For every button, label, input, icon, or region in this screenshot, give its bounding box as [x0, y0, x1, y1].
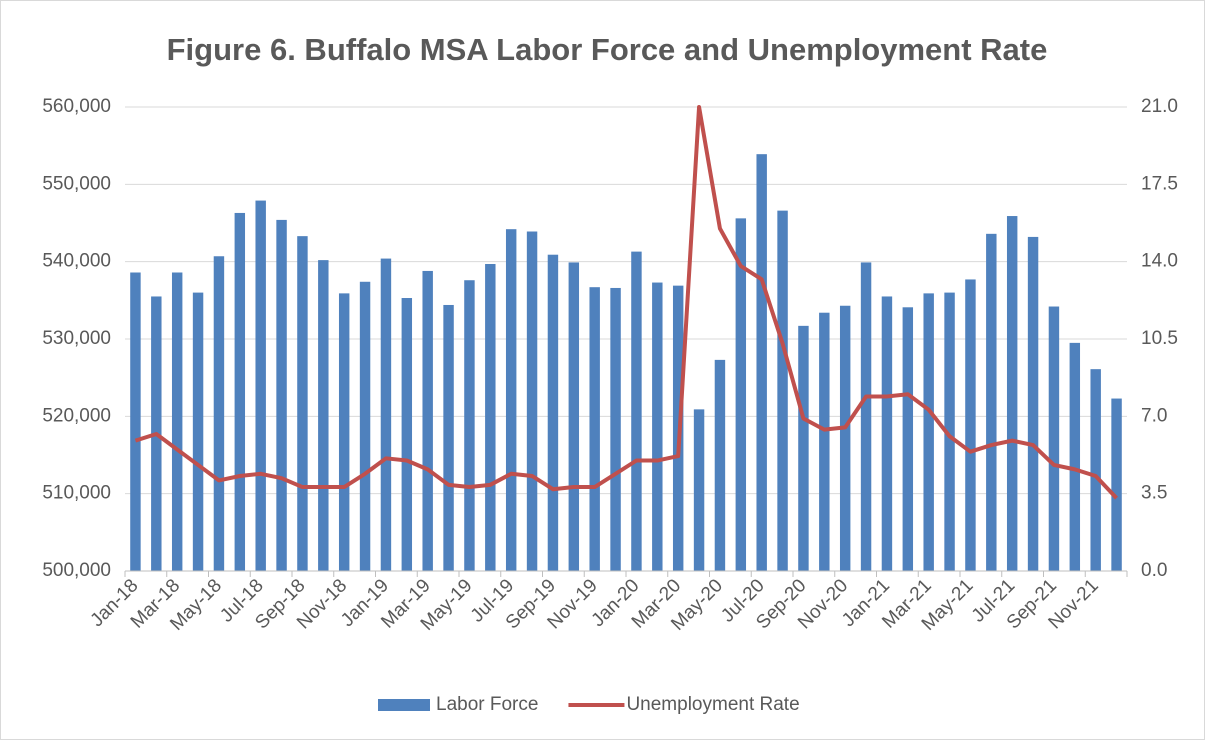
bar	[1069, 342, 1081, 571]
bar	[986, 233, 997, 571]
y2-tick-label: 21.0	[1141, 96, 1178, 117]
bar	[735, 218, 747, 572]
bar	[318, 260, 329, 571]
y-tick-label: 560,000	[42, 96, 111, 117]
bar	[234, 212, 246, 572]
bar	[171, 272, 183, 571]
bar	[923, 293, 934, 571]
bar	[1027, 236, 1039, 572]
legend-swatch	[378, 699, 430, 711]
bar	[860, 262, 872, 571]
bar	[526, 231, 538, 572]
legend-label: Unemployment Rate	[626, 694, 799, 715]
bar	[568, 262, 580, 571]
legend-label: Labor Force	[436, 694, 538, 715]
bar	[839, 305, 851, 571]
bar	[693, 409, 705, 571]
bar	[777, 210, 788, 572]
bar	[401, 298, 413, 571]
bar	[547, 254, 559, 571]
bar	[464, 280, 475, 571]
bar	[422, 270, 433, 571]
y-tick-label: 500,000	[42, 560, 111, 581]
y-tick-label: 510,000	[42, 483, 111, 504]
bar	[130, 272, 141, 571]
bar	[944, 292, 955, 571]
bar	[798, 325, 809, 571]
bar	[756, 154, 767, 571]
bar	[902, 307, 914, 571]
bar	[276, 219, 287, 571]
bar	[213, 256, 225, 571]
bar	[881, 296, 893, 571]
y2-tick-label: 10.5	[1141, 328, 1178, 349]
bar	[1111, 398, 1122, 571]
y2-tick-label: 7.0	[1141, 405, 1167, 426]
bar	[610, 287, 621, 571]
bar	[1048, 306, 1060, 571]
bar	[714, 359, 726, 571]
chart-title: Figure 6. Buffalo MSA Labor Force and Un…	[167, 32, 1048, 67]
bar	[1090, 369, 1101, 571]
y2-tick-label: 14.0	[1141, 251, 1178, 272]
y-tick-label: 550,000	[42, 173, 111, 194]
y2-tick-label: 17.5	[1141, 173, 1178, 194]
bar	[380, 258, 392, 571]
y2-tick-label: 0.0	[1141, 560, 1167, 581]
bar	[965, 279, 976, 571]
bar	[192, 292, 204, 571]
bar	[589, 287, 600, 571]
bar	[631, 251, 642, 571]
bar	[338, 293, 350, 571]
bar	[819, 312, 830, 571]
y-tick-label: 530,000	[42, 328, 111, 349]
bar	[505, 229, 517, 572]
bar	[255, 200, 266, 571]
bar	[443, 304, 454, 571]
bar	[359, 281, 371, 571]
line	[134, 105, 1119, 500]
y2-tick-label: 3.5	[1141, 483, 1167, 504]
bar	[1006, 216, 1018, 572]
bar	[297, 236, 308, 571]
bar	[652, 282, 663, 571]
y-tick-label: 520,000	[42, 405, 111, 426]
y-tick-label: 540,000	[42, 251, 111, 272]
bar	[485, 263, 496, 571]
